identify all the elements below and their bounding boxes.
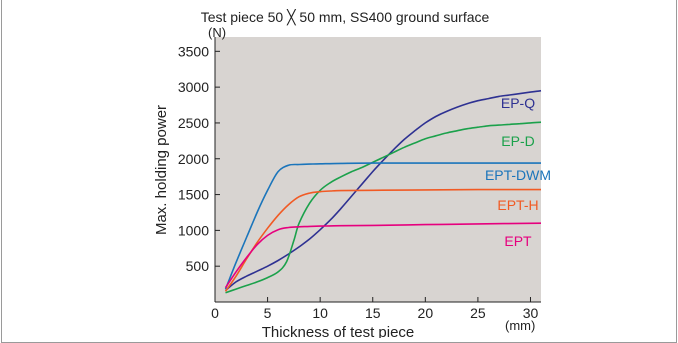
y-tick-label: 2500 <box>178 115 209 131</box>
chart-title: Test piece 50 ╳ 50 mm, SS400 ground surf… <box>201 9 490 26</box>
series-line-ept-dwm <box>224 162 541 290</box>
x-unit-label: (mm) <box>505 318 535 333</box>
x-tick-label: 10 <box>312 305 328 321</box>
series-label-ep-d: EP-D <box>501 133 534 149</box>
x-tick-label: 20 <box>418 305 434 321</box>
y-tick-label: 3500 <box>178 43 209 59</box>
series-label-ept-dwm: EPT-DWM <box>485 167 551 183</box>
series-label-ept-h: EPT-H <box>497 197 538 213</box>
series-label-ep-q: EP-Q <box>501 95 535 111</box>
axes-layer: 0 5 10 15 20 25 30 500 1000 1500 2000 2500 3000 3500 <box>178 37 541 321</box>
x-tick-label: 5 <box>264 305 272 321</box>
y-tick-label: 2000 <box>178 151 209 167</box>
series-layer <box>224 89 542 294</box>
series-line-ep-q <box>224 89 542 292</box>
x-tick-label: 30 <box>523 305 539 321</box>
series-line-ept <box>224 222 542 289</box>
x-tick-label: 15 <box>365 305 381 321</box>
y-tick-label: 1000 <box>178 222 209 238</box>
series-label-ept: EPT <box>504 233 532 249</box>
y-axis-title: Max. holding power <box>153 105 170 235</box>
y-tick-label: 1500 <box>178 187 209 203</box>
series-label-layer: EP-Q EP-D EPT-DWM EPT-H EPT <box>485 95 551 249</box>
x-tick-label: 25 <box>470 305 486 321</box>
y-tick-label: 3000 <box>178 79 209 95</box>
x-axis-title: Thickness of test piece <box>262 324 415 338</box>
y-tick-label: 500 <box>186 258 210 274</box>
y-unit-label: (N) <box>208 25 226 40</box>
plot-background <box>215 37 541 302</box>
series-line-ep-d <box>225 121 542 294</box>
x-tick-label: 0 <box>211 305 219 321</box>
